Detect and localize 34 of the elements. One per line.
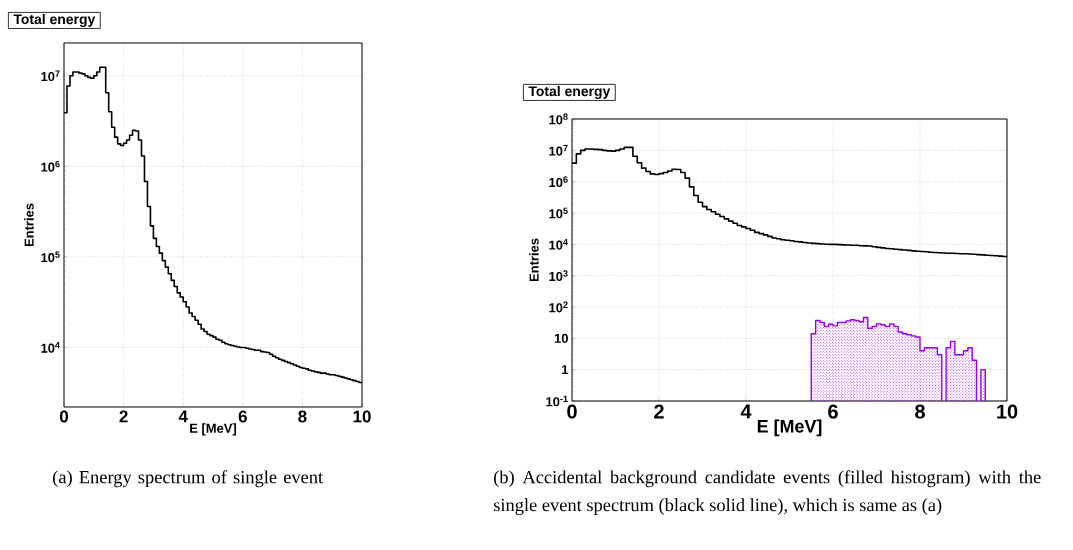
x-axis-title: E [MeV]: [757, 419, 822, 437]
x-tick-label: 6: [828, 404, 838, 419]
x-axis-title: E [MeV]: [190, 423, 237, 436]
y-tick-label: 10$^{7}$: [41, 70, 60, 82]
x-tick-label: 10: [353, 410, 371, 423]
x-tick-label: 0: [59, 410, 69, 423]
y-axis-title: Entries: [529, 238, 539, 282]
x-tick-label: 8: [915, 404, 925, 419]
y-tick-label: 10$^{4}$: [549, 238, 568, 250]
x-tick-label: 8: [298, 410, 307, 423]
y-tick-label: 10$^{5}$: [549, 207, 568, 219]
text: (a) Energy spectrum of single event: [53, 470, 324, 488]
x-tick-label: 6: [238, 410, 247, 423]
x-tick-label: 2: [119, 410, 128, 423]
x-tick-label: 4: [740, 404, 752, 419]
x-tick-label: 0: [567, 404, 577, 419]
y-tick-label: 10$^{-1}$: [546, 395, 568, 407]
y-tick-label: 10$^{4}$: [41, 342, 60, 353]
y-tick-label: 10$^{6}$: [41, 160, 60, 172]
chart-title: Total energy: [528, 85, 611, 99]
y-axis-title: Entries: [24, 203, 34, 247]
text: (b) Accidental background candidate events (filled histogram) with the single event spectrum (black solid line), which is same as (a): [493, 470, 1041, 516]
y-tick-label: 10$^{2}$: [549, 301, 568, 313]
y-tick-label: 10$^{8}$: [549, 113, 568, 125]
y-tick-label: 10$^{5}$: [41, 251, 60, 263]
x-tick-label: 10: [997, 404, 1018, 419]
y-tick-label: 10: [554, 333, 568, 343]
x-tick-label: 4: [178, 410, 188, 423]
y-tick-label: 10$^{3}$: [549, 270, 568, 282]
y-tick-label: 10$^{7}$: [549, 144, 568, 156]
x-tick-label: 2: [654, 404, 664, 419]
chart-title: Total energy: [13, 13, 96, 27]
y-tick-label: 1: [562, 365, 569, 375]
y-tick-label: 10$^{6}$: [549, 176, 568, 188]
